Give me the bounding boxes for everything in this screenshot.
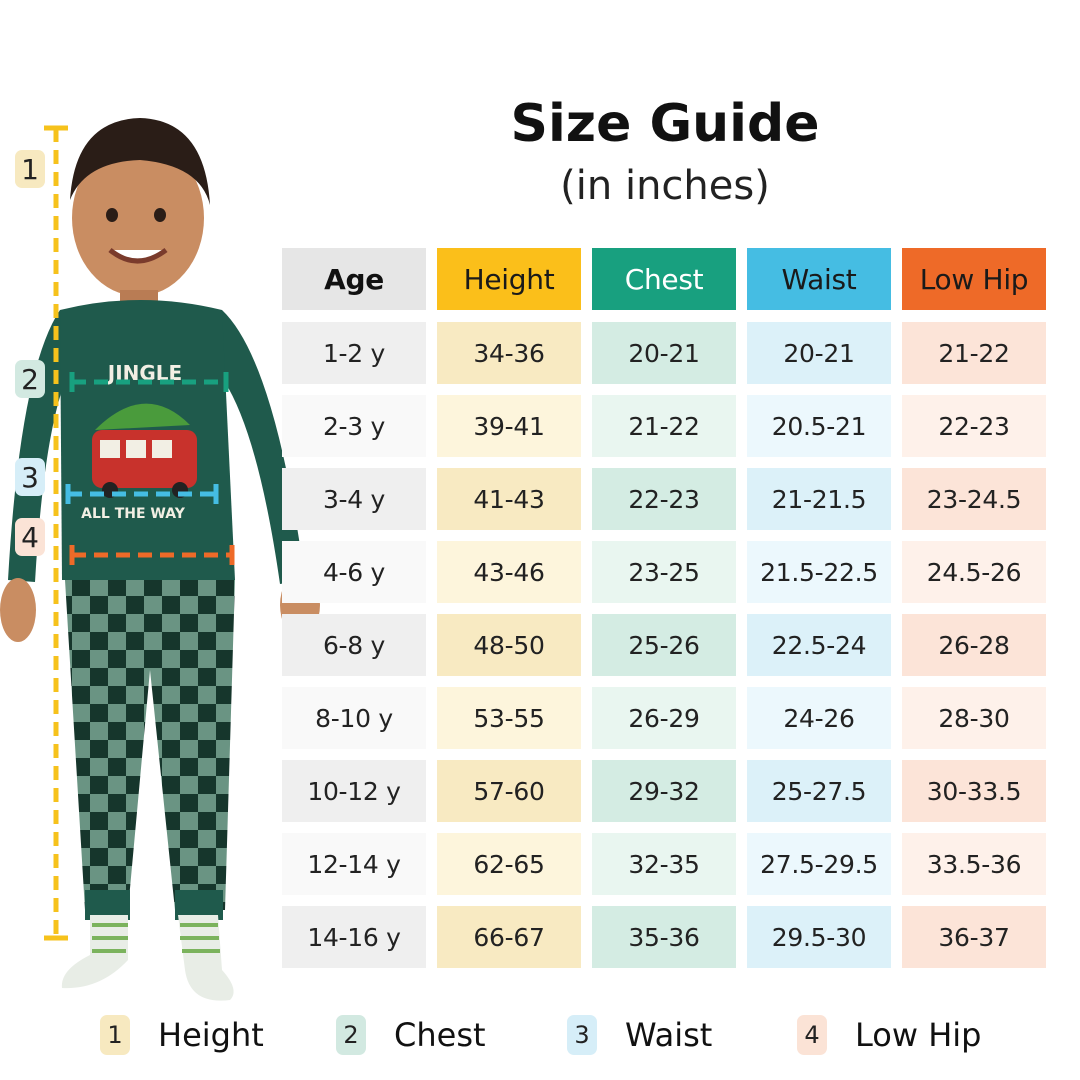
cell-chest: 29-32 [592, 760, 736, 822]
cell-waist: 22.5-24 [747, 614, 891, 676]
legend-chest-num: 2 [336, 1015, 366, 1055]
cell-lowhip: 36-37 [902, 906, 1046, 968]
legend-waist-num: 3 [567, 1015, 597, 1055]
cell-height: 39-41 [437, 395, 581, 457]
cell-chest: 32-35 [592, 833, 736, 895]
cell-waist: 29.5-30 [747, 906, 891, 968]
legend-lowhip-num: 4 [797, 1015, 827, 1055]
cell-waist: 25-27.5 [747, 760, 891, 822]
cell-lowhip: 26-28 [902, 614, 1046, 676]
legend-waist: 3 Waist [567, 1012, 712, 1058]
cell-height: 57-60 [437, 760, 581, 822]
cell-age: 12-14 y [282, 833, 426, 895]
cell-age: 4-6 y [282, 541, 426, 603]
cell-chest: 35-36 [592, 906, 736, 968]
cell-height: 53-55 [437, 687, 581, 749]
cell-height: 48-50 [437, 614, 581, 676]
cell-age: 1-2 y [282, 322, 426, 384]
cell-age: 10-12 y [282, 760, 426, 822]
marker-waist: 3 [15, 458, 45, 496]
cell-waist: 21.5-22.5 [747, 541, 891, 603]
cell-age: 8-10 y [282, 687, 426, 749]
header-age: Age [282, 248, 426, 310]
legend-height: 1 Height [100, 1012, 264, 1058]
cell-age: 3-4 y [282, 468, 426, 530]
cell-waist: 20-21 [747, 322, 891, 384]
legend-chest-label: Chest [394, 1016, 486, 1054]
shirt-print-bottom: ALL THE WAY [81, 506, 186, 522]
header-height: Height [437, 248, 581, 310]
marker-waist-num: 3 [21, 460, 39, 494]
page-subtitle: (in inches) [560, 163, 770, 209]
marker-chest: 2 [15, 360, 45, 398]
legend-height-num: 1 [100, 1015, 130, 1055]
cell-height: 34-36 [437, 322, 581, 384]
legend-waist-label: Waist [625, 1016, 713, 1054]
marker-lowhip-num: 4 [21, 520, 39, 554]
cell-age: 14-16 y [282, 906, 426, 968]
cell-height: 62-65 [437, 833, 581, 895]
cell-age: 6-8 y [282, 614, 426, 676]
cell-chest: 20-21 [592, 322, 736, 384]
cell-waist: 27.5-29.5 [747, 833, 891, 895]
cell-height: 43-46 [437, 541, 581, 603]
cell-chest: 25-26 [592, 614, 736, 676]
cell-lowhip: 22-23 [902, 395, 1046, 457]
cell-lowhip: 28-30 [902, 687, 1046, 749]
page-title: Size Guide [510, 94, 820, 154]
cell-waist: 20.5-21 [747, 395, 891, 457]
marker-height: 1 [15, 150, 45, 188]
cell-age: 2-3 y [282, 395, 426, 457]
cell-lowhip: 23-24.5 [902, 468, 1046, 530]
cell-lowhip: 21-22 [902, 322, 1046, 384]
cell-chest: 23-25 [592, 541, 736, 603]
legend-lowhip-label: Low Hip [855, 1016, 982, 1054]
legend-chest: 2 Chest [336, 1012, 486, 1058]
cell-height: 41-43 [437, 468, 581, 530]
header-chest: Chest [592, 248, 736, 310]
cell-chest: 21-22 [592, 395, 736, 457]
cell-waist: 21-21.5 [747, 468, 891, 530]
marker-chest-num: 2 [21, 362, 39, 396]
cell-lowhip: 24.5-26 [902, 541, 1046, 603]
legend-lowhip: 4 Low Hip [797, 1012, 981, 1058]
marker-height-num: 1 [21, 152, 39, 186]
header-waist: Waist [747, 248, 891, 310]
cell-chest: 22-23 [592, 468, 736, 530]
header-lowhip: Low Hip [902, 248, 1046, 310]
marker-lowhip: 4 [15, 518, 45, 556]
cell-chest: 26-29 [592, 687, 736, 749]
cell-lowhip: 30-33.5 [902, 760, 1046, 822]
cell-waist: 24-26 [747, 687, 891, 749]
cell-lowhip: 33.5-36 [902, 833, 1046, 895]
legend-height-label: Height [158, 1016, 264, 1054]
cell-height: 66-67 [437, 906, 581, 968]
